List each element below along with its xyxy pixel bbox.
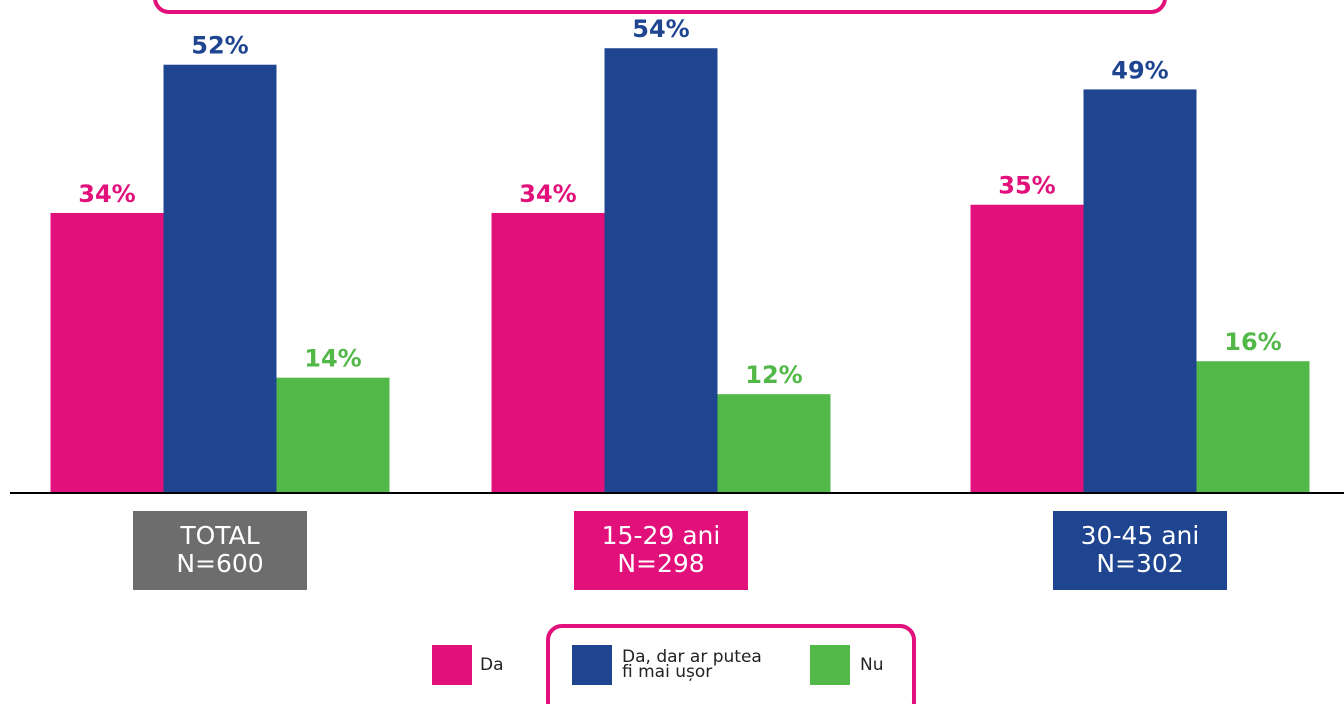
value-label: 35%: [998, 172, 1055, 200]
legend-swatch: [432, 645, 472, 685]
legend-label: Nu: [860, 654, 884, 675]
bar: [717, 394, 831, 493]
x-tick-label: N=302: [1096, 549, 1183, 578]
bar: [276, 377, 390, 493]
value-label: 49%: [1111, 56, 1168, 84]
value-label: 12%: [745, 361, 802, 389]
bar: [970, 204, 1084, 493]
legend-label: Da: [480, 654, 504, 675]
bar: [163, 64, 277, 493]
x-tick-label: N=298: [617, 549, 704, 578]
value-label: 16%: [1224, 328, 1281, 356]
category-box: [133, 511, 307, 590]
bar: [1196, 361, 1310, 493]
x-tick-label: TOTAL: [179, 521, 259, 550]
legend-frame: [546, 624, 916, 704]
bar: [1083, 89, 1197, 493]
legend-swatch: [810, 645, 850, 685]
category-box: [1053, 511, 1227, 590]
value-label: 34%: [519, 180, 576, 208]
legend-swatch: [572, 645, 612, 685]
bar: [604, 48, 718, 494]
x-tick-label: 15-29 ani: [602, 521, 721, 550]
value-label: 52%: [191, 32, 248, 60]
x-tick-label: 30-45 ani: [1081, 521, 1200, 550]
value-label: 54%: [632, 15, 689, 43]
bar: [491, 212, 605, 494]
value-label: 14%: [304, 345, 361, 373]
x-tick-label: N=600: [176, 549, 263, 578]
bar: [50, 212, 164, 494]
category-box: [574, 511, 748, 590]
title-frame: [153, 0, 1167, 14]
value-label: 34%: [78, 180, 135, 208]
legend-label: Da, dar ar putea fi mai ușor: [622, 647, 762, 682]
